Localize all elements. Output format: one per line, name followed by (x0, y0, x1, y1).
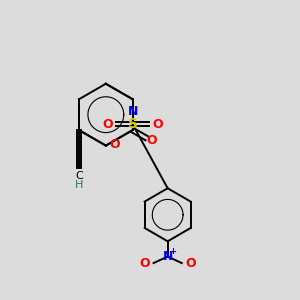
Text: O: O (140, 256, 150, 270)
Text: H: H (75, 180, 83, 190)
Text: O: O (102, 118, 113, 131)
Text: -: - (189, 254, 193, 264)
Text: S: S (128, 117, 138, 131)
Text: C: C (75, 171, 83, 181)
Text: O: O (110, 138, 120, 151)
Text: N: N (163, 250, 173, 263)
Text: O: O (146, 134, 157, 147)
Text: N: N (128, 104, 138, 118)
Text: +: + (169, 248, 176, 256)
Text: O: O (152, 118, 163, 131)
Text: O: O (185, 256, 196, 270)
